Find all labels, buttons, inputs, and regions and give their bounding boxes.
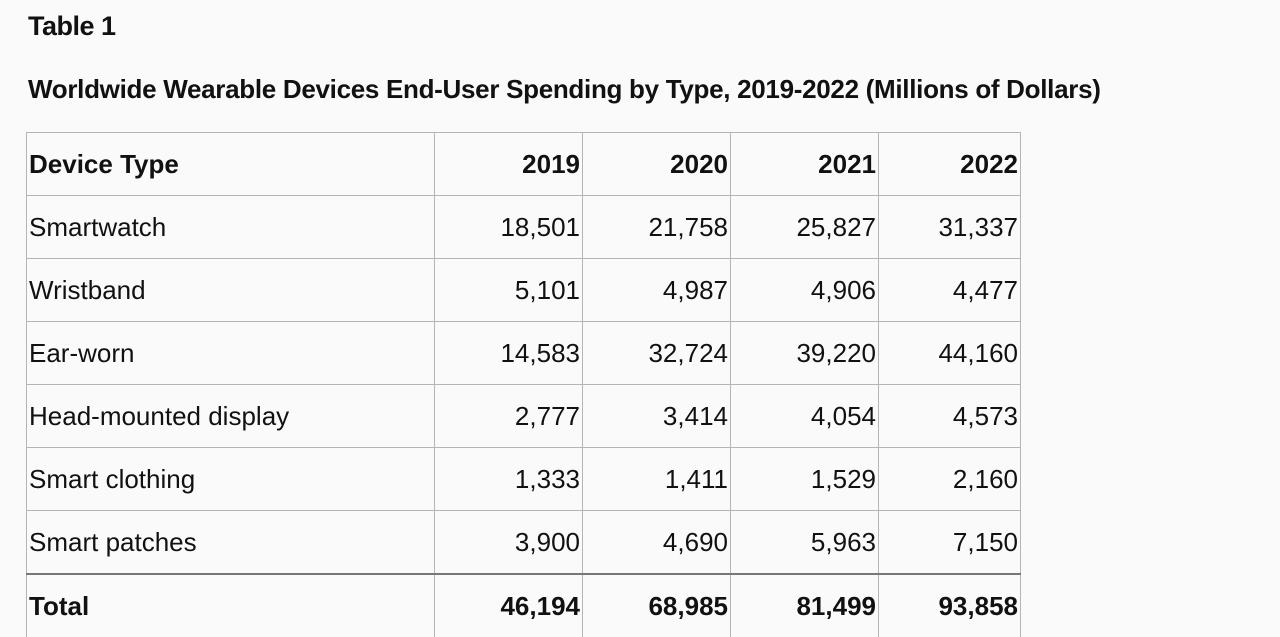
cell-2021: 1,529 xyxy=(730,447,879,511)
total-2022: 93,858 xyxy=(878,573,1021,637)
table-row: Smart clothing 1,333 1,411 1,529 2,160 xyxy=(26,447,1021,511)
row-device-type: Smart clothing xyxy=(26,447,435,511)
table-number-label: Table 1 xyxy=(28,11,116,41)
header-row: Device Type 2019 2020 2021 2022 xyxy=(26,132,1021,196)
row-device-type: Smart patches xyxy=(26,510,435,574)
cell-2021: 25,827 xyxy=(730,195,879,259)
header-2019: 2019 xyxy=(434,132,583,196)
table-row: Smartwatch 18,501 21,758 25,827 31,337 xyxy=(26,195,1021,259)
row-device-type: Wristband xyxy=(26,258,435,322)
cell-2022: 31,337 xyxy=(878,195,1021,259)
cell-2020: 4,690 xyxy=(582,510,731,574)
cell-2022: 2,160 xyxy=(878,447,1021,511)
cell-2019: 2,777 xyxy=(434,384,583,448)
total-row: Total 46,194 68,985 81,499 93,858 xyxy=(26,573,1021,637)
cell-2022: 7,150 xyxy=(878,510,1021,574)
table-row: Wristband 5,101 4,987 4,906 4,477 xyxy=(26,258,1021,322)
cell-2021: 39,220 xyxy=(730,321,879,385)
header-2020: 2020 xyxy=(582,132,731,196)
total-2021: 81,499 xyxy=(730,573,879,637)
cell-2020: 3,414 xyxy=(582,384,731,448)
row-device-type: Head-mounted display xyxy=(26,384,435,448)
row-device-type: Ear-worn xyxy=(26,321,435,385)
header-2021: 2021 xyxy=(730,132,879,196)
cell-2019: 1,333 xyxy=(434,447,583,511)
cell-2019: 5,101 xyxy=(434,258,583,322)
total-2019: 46,194 xyxy=(434,573,583,637)
cell-2019: 14,583 xyxy=(434,321,583,385)
cell-2019: 18,501 xyxy=(434,195,583,259)
table-row: Ear-worn 14,583 32,724 39,220 44,160 xyxy=(26,321,1021,385)
cell-2022: 4,477 xyxy=(878,258,1021,322)
header-2022: 2022 xyxy=(878,132,1021,196)
cell-2022: 44,160 xyxy=(878,321,1021,385)
cell-2020: 1,411 xyxy=(582,447,731,511)
cell-2022: 4,573 xyxy=(878,384,1021,448)
total-label: Total xyxy=(26,573,435,637)
cell-2021: 5,963 xyxy=(730,510,879,574)
table-row: Smart patches 3,900 4,690 5,963 7,150 xyxy=(26,510,1021,574)
header-device-type: Device Type xyxy=(26,132,435,196)
row-device-type: Smartwatch xyxy=(26,195,435,259)
cell-2020: 32,724 xyxy=(582,321,731,385)
cell-2020: 4,987 xyxy=(582,258,731,322)
total-2020: 68,985 xyxy=(582,573,731,637)
cell-2020: 21,758 xyxy=(582,195,731,259)
table-title: Worldwide Wearable Devices End-User Spen… xyxy=(28,74,1101,104)
cell-2021: 4,054 xyxy=(730,384,879,448)
cell-2021: 4,906 xyxy=(730,258,879,322)
cell-2019: 3,900 xyxy=(434,510,583,574)
table-row: Head-mounted display 2,777 3,414 4,054 4… xyxy=(26,384,1021,448)
spending-table: Device Type 2019 2020 2021 2022 Smartwat… xyxy=(26,132,1021,637)
